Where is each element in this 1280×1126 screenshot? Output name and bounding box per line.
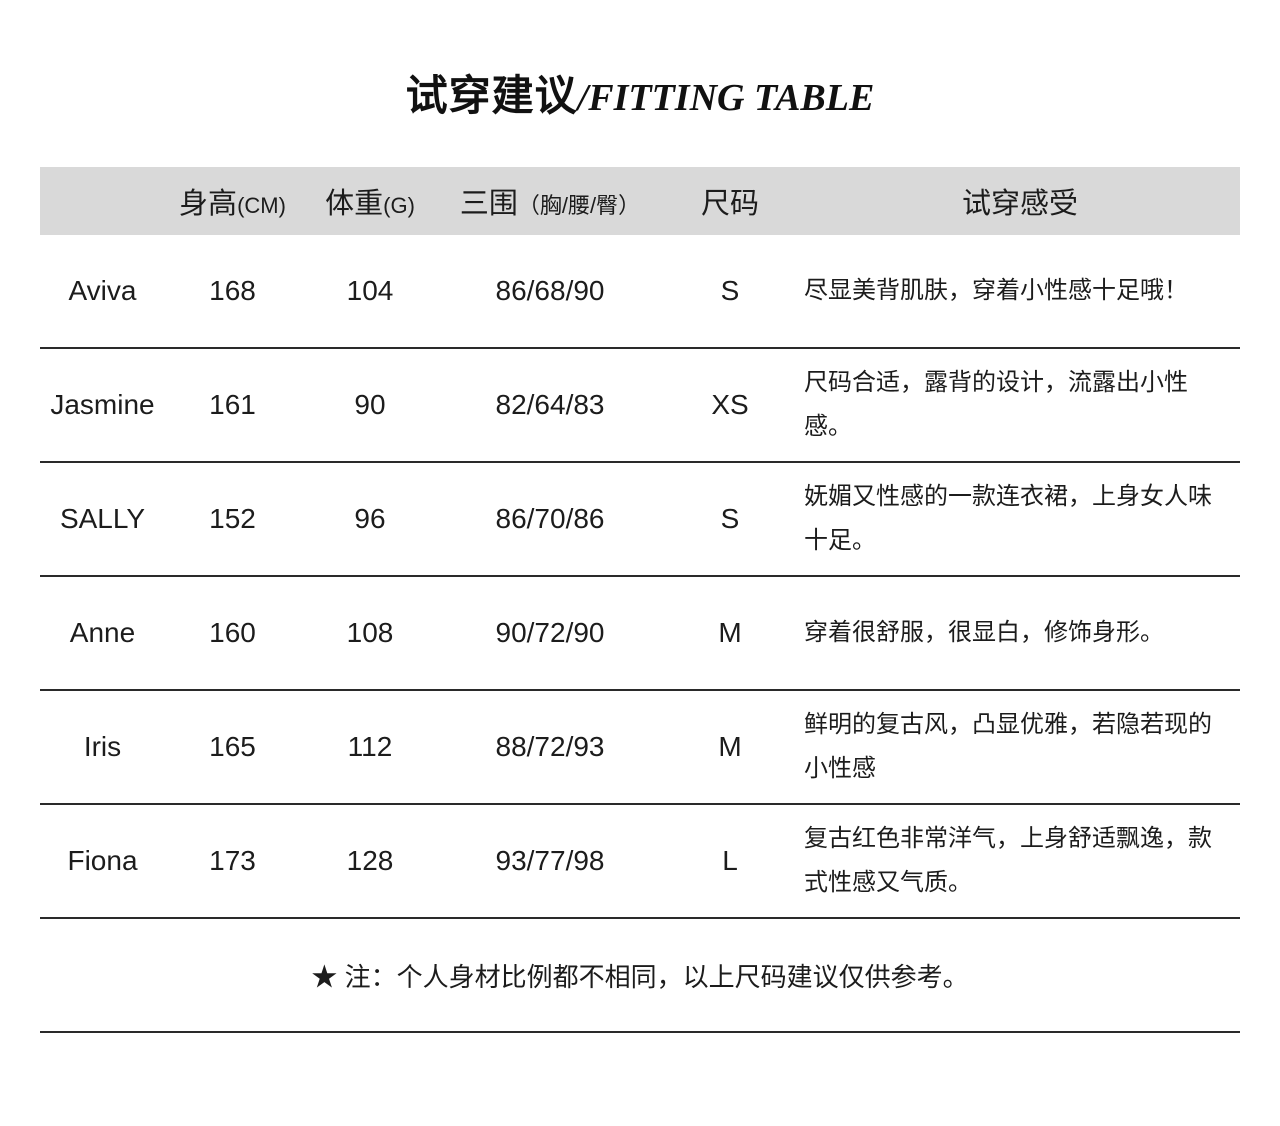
table-row: Fiona 173 128 93/77/98 L 复古红色非常洋气，上身舒适飘逸… (40, 805, 1240, 919)
model-height: 160 (209, 617, 256, 648)
model-height: 165 (209, 731, 256, 762)
page-title-english: FITTING TABLE (588, 77, 875, 119)
model-size: M (718, 617, 742, 648)
footnote-row: ★ 注：个人身材比例都不相同，以上尺码建议仅供参考。 (40, 919, 1240, 1033)
model-measurements: 93/77/98 (495, 845, 605, 876)
table-header-row: 身高(CM) 体重(G) 三围（胸/腰/臀） 尺码 试穿感受 (40, 167, 1240, 235)
model-weight: 96 (354, 503, 386, 534)
model-weight: 104 (346, 275, 394, 306)
model-feeling: 复古红色非常洋气，上身舒适飘逸，款式性感又气质。 (804, 825, 1212, 896)
model-feeling: 鲜明的复古风，凸显优雅，若隐若现的小性感 (804, 711, 1212, 782)
model-measurements: 88/72/93 (495, 731, 605, 762)
table-row: Aviva 168 104 86/68/90 S 尽显美背肌肤，穿着小性感十足哦… (40, 235, 1240, 349)
model-size: L (722, 845, 738, 876)
footnote-text: ★ 注：个人身材比例都不相同，以上尺码建议仅供参考。 (311, 961, 969, 992)
model-name: Jasmine (50, 389, 155, 420)
model-size: M (718, 731, 742, 762)
model-height: 161 (209, 389, 256, 420)
model-size: XS (711, 389, 749, 420)
model-height: 173 (209, 845, 256, 876)
model-measurements: 82/64/83 (495, 389, 605, 420)
table-row: Iris 165 112 88/72/93 M 鲜明的复古风，凸显优雅，若隐若现… (40, 691, 1240, 805)
model-measurements: 90/72/90 (495, 617, 605, 648)
header-height: 身高(CM) (179, 188, 286, 220)
model-name: Iris (83, 731, 122, 762)
header-size: 尺码 (700, 188, 759, 220)
model-feeling: 穿着很舒服，很显白，修饰身形。 (804, 619, 1164, 646)
page-title-chinese: 试穿建议 (405, 72, 578, 119)
page-title: 试穿建议/FITTING TABLE (0, 62, 1280, 123)
model-weight: 112 (347, 731, 393, 762)
model-feeling: 尺码合适，露背的设计，流露出小性感。 (804, 369, 1188, 440)
model-measurements: 86/70/86 (495, 503, 605, 534)
fitting-table: 身高(CM) 体重(G) 三围（胸/腰/臀） 尺码 试穿感受 Aviva 168… (40, 167, 1240, 1033)
model-name: Fiona (67, 845, 138, 876)
model-size: S (720, 503, 740, 534)
model-weight: 108 (346, 617, 394, 648)
table-row: Anne 160 108 90/72/90 M 穿着很舒服，很显白，修饰身形。 (40, 577, 1240, 691)
header-feeling: 试穿感受 (961, 188, 1078, 220)
header-measurements: 三围（胸/腰/臀） (459, 188, 641, 220)
model-height: 168 (209, 275, 256, 306)
model-name: Anne (69, 617, 136, 648)
model-size: S (720, 275, 740, 306)
table-row: Jasmine 161 90 82/64/83 XS 尺码合适，露背的设计，流露… (40, 349, 1240, 463)
model-weight: 90 (354, 389, 386, 420)
model-measurements: 86/68/90 (495, 275, 605, 306)
page-title-separator: / (577, 77, 589, 119)
model-height: 152 (209, 503, 256, 534)
header-weight: 体重(G) (325, 188, 415, 220)
model-name: SALLY (59, 503, 146, 534)
model-feeling: 尽显美背肌肤，穿着小性感十足哦！ (804, 277, 1188, 304)
model-weight: 128 (346, 845, 394, 876)
table-row: SALLY 152 96 86/70/86 S 妩媚又性感的一款连衣裙，上身女人… (40, 463, 1240, 577)
model-name: Aviva (68, 275, 137, 306)
model-feeling: 妩媚又性感的一款连衣裙，上身女人味十足。 (804, 483, 1212, 554)
